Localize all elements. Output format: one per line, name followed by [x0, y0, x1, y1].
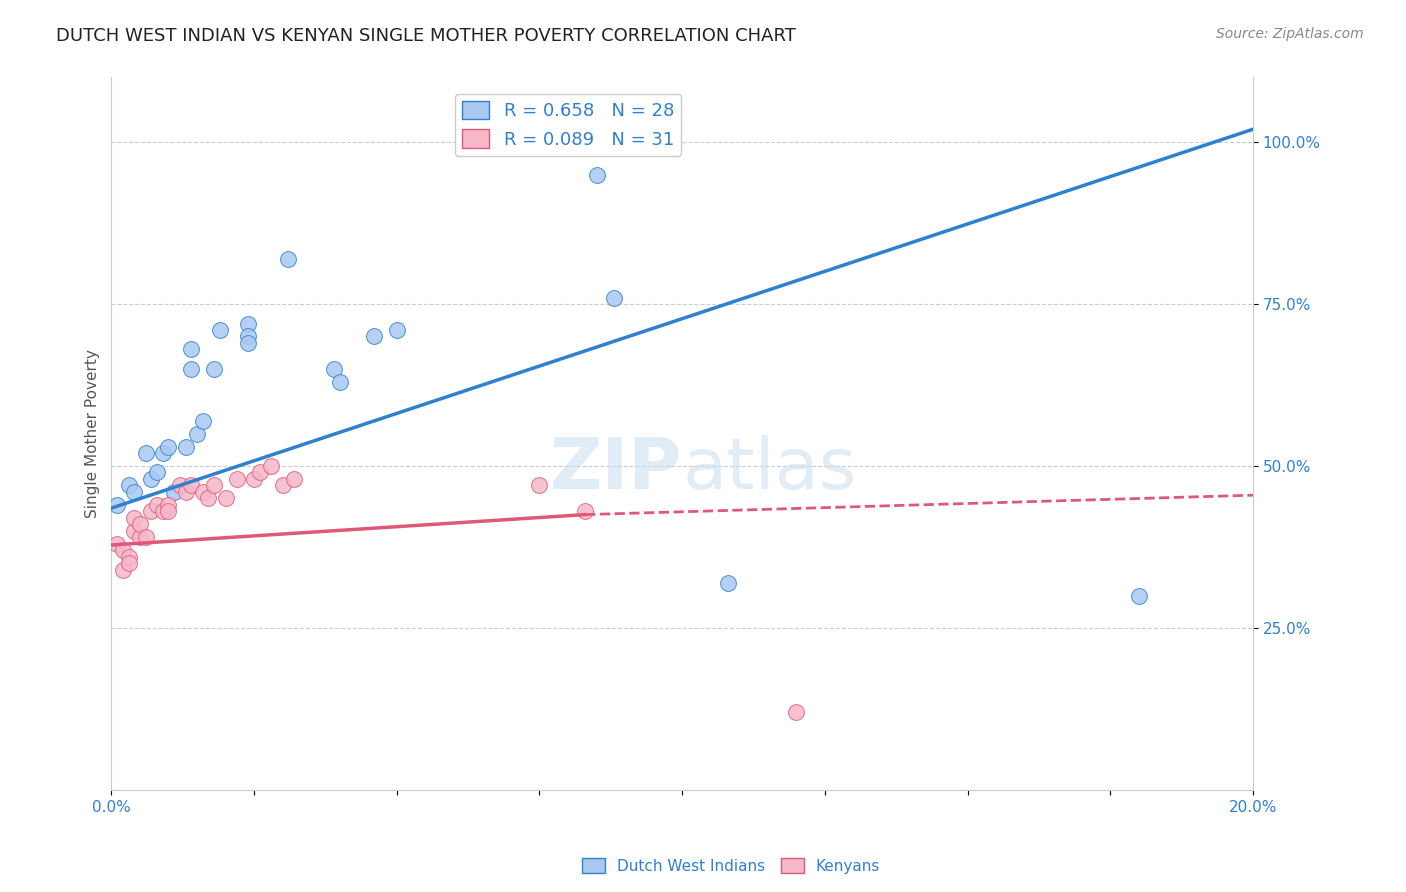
Point [169, 478, 191, 492]
Point [180, 362, 202, 376]
Point [152, 504, 174, 518]
Legend: Dutch West Indians, Kenyans: Dutch West Indians, Kenyans [576, 852, 886, 880]
Point [146, 498, 169, 512]
Point [180, 343, 202, 357]
Point [329, 375, 352, 389]
Point [174, 484, 197, 499]
Point [214, 491, 236, 506]
Point [1128, 589, 1150, 603]
Point [117, 549, 139, 564]
Point [197, 491, 219, 506]
Point [191, 484, 214, 499]
Point [385, 323, 408, 337]
Point [208, 323, 231, 337]
Point [529, 478, 551, 492]
Point [238, 317, 260, 331]
Point [111, 563, 134, 577]
Point [157, 504, 180, 518]
Point [602, 291, 624, 305]
Point [363, 329, 385, 343]
Point [129, 530, 152, 544]
Point [283, 472, 305, 486]
Point [717, 575, 740, 590]
Y-axis label: Single Mother Poverty: Single Mother Poverty [86, 349, 100, 518]
Point [202, 362, 225, 376]
Text: ZIP: ZIP [550, 434, 682, 504]
Point [157, 498, 180, 512]
Point [277, 252, 299, 266]
Point [122, 511, 145, 525]
Point [191, 414, 214, 428]
Point [122, 484, 145, 499]
Point [238, 329, 260, 343]
Point [574, 504, 596, 518]
Point [117, 478, 139, 492]
Point [111, 543, 134, 558]
Point [238, 335, 260, 350]
Point [186, 426, 208, 441]
Text: Source: ZipAtlas.com: Source: ZipAtlas.com [1216, 27, 1364, 41]
Point [141, 472, 163, 486]
Point [260, 458, 283, 473]
Point [135, 446, 157, 460]
Point [122, 524, 145, 538]
Point [105, 498, 128, 512]
Point [243, 472, 266, 486]
Point [785, 705, 807, 719]
Point [129, 517, 152, 532]
Point [105, 537, 128, 551]
Point [157, 440, 180, 454]
Text: DUTCH WEST INDIAN VS KENYAN SINGLE MOTHER POVERTY CORRELATION CHART: DUTCH WEST INDIAN VS KENYAN SINGLE MOTHE… [56, 27, 796, 45]
Point [174, 440, 197, 454]
Point [249, 466, 271, 480]
Point [135, 530, 157, 544]
Point [202, 478, 225, 492]
Point [146, 466, 169, 480]
Point [180, 478, 202, 492]
Legend: R = 0.658   N = 28, R = 0.089   N = 31: R = 0.658 N = 28, R = 0.089 N = 31 [456, 94, 682, 156]
Point [117, 556, 139, 570]
Point [141, 504, 163, 518]
Point [271, 478, 294, 492]
Point [323, 362, 346, 376]
Point [226, 472, 249, 486]
Text: atlas: atlas [682, 434, 856, 504]
Point [585, 168, 607, 182]
Point [163, 484, 186, 499]
Point [152, 446, 174, 460]
